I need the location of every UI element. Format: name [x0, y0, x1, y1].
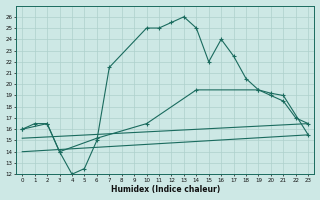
X-axis label: Humidex (Indice chaleur): Humidex (Indice chaleur) [111, 185, 220, 194]
